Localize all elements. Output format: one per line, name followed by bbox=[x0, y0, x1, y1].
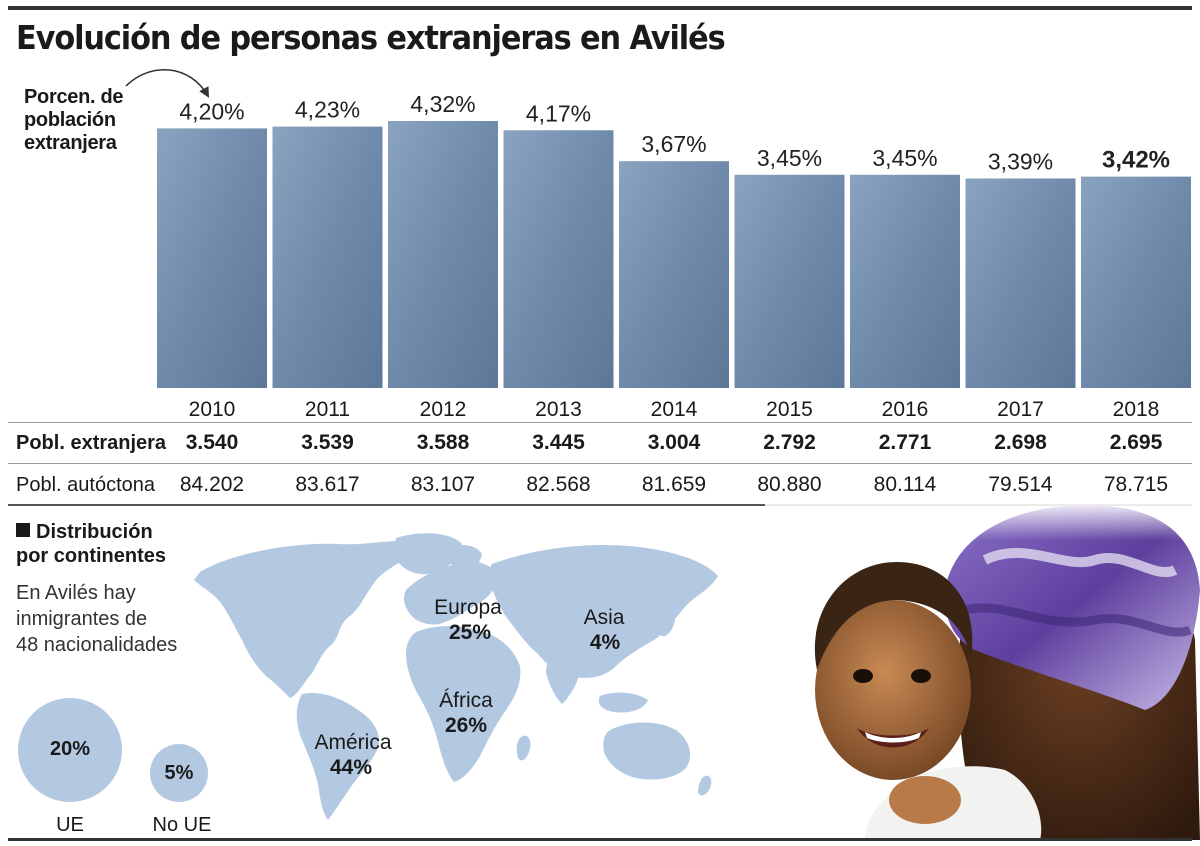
cell-foreign-pop: 2.698 bbox=[994, 431, 1047, 454]
table-rule-middle bbox=[8, 463, 1192, 464]
x-tick-label: 2015 bbox=[766, 398, 813, 421]
page-title: Evolución de personas extranjeras en Avi… bbox=[16, 18, 726, 57]
continent-label-europa: Europa bbox=[434, 596, 502, 619]
cell-foreign-pop: 3.588 bbox=[416, 431, 470, 454]
cell-foreign-pop: 2.771 bbox=[878, 431, 932, 454]
bar-value-label: 4,17% bbox=[526, 100, 591, 126]
bar-2011 bbox=[272, 126, 383, 388]
bar-value-label: 3,45% bbox=[872, 145, 937, 171]
cell-native-pop: 80.880 bbox=[757, 473, 822, 496]
x-tick-label: 2012 bbox=[420, 398, 467, 421]
bar-2016 bbox=[850, 174, 960, 388]
distribution-text: En Avilés hay inmigrantes de 48 nacional… bbox=[16, 582, 178, 656]
cell-foreign-pop: 2.792 bbox=[763, 431, 816, 454]
cell-native-pop: 79.514 bbox=[988, 473, 1053, 496]
ue-circle-label: UE bbox=[56, 814, 84, 836]
chart-ylabel: Porcen. de población extranjera bbox=[24, 86, 124, 154]
row-label-native: Pobl. autóctona bbox=[16, 474, 155, 496]
cell-native-pop: 82.568 bbox=[526, 473, 591, 496]
bar-2012 bbox=[388, 121, 498, 388]
no-ue-circle-label: No UE bbox=[152, 814, 212, 836]
top-rule bbox=[8, 6, 1192, 10]
bar-2013 bbox=[503, 130, 614, 389]
cell-foreign-pop: 3.004 bbox=[647, 431, 701, 454]
world-map-landmass bbox=[194, 533, 718, 820]
table-rule-top bbox=[8, 422, 1192, 423]
no-ue-circle bbox=[150, 744, 208, 802]
bar-value-label: 3,45% bbox=[757, 145, 822, 171]
bar-value-label: 4,23% bbox=[295, 97, 360, 123]
heading-square-icon bbox=[16, 523, 30, 537]
continent-label-america: América bbox=[314, 731, 391, 754]
distribution-heading: Distribución por continentes bbox=[16, 520, 166, 568]
x-tick-label: 2016 bbox=[882, 398, 929, 421]
x-tick-label: 2014 bbox=[651, 398, 698, 421]
cell-foreign-pop: 3.540 bbox=[185, 431, 239, 454]
cell-native-pop: 83.107 bbox=[410, 473, 476, 496]
x-tick-label: 2017 bbox=[997, 398, 1044, 421]
x-tick-label: 2013 bbox=[535, 398, 582, 421]
bar-value-label: 3,67% bbox=[641, 131, 706, 157]
continent-pct-america: 44% bbox=[330, 756, 372, 779]
section-divider bbox=[8, 504, 1192, 506]
cell-native-pop: 80.114 bbox=[873, 473, 937, 496]
bar-value-label: 3,39% bbox=[988, 148, 1053, 174]
bar-2017 bbox=[965, 178, 1076, 388]
pointer-arrow bbox=[125, 69, 210, 98]
bar-value-label: 4,32% bbox=[410, 91, 475, 117]
row-label-foreign: Pobl. extranjera bbox=[16, 432, 167, 454]
no-ue-circle-value: 5% bbox=[164, 762, 194, 784]
x-tick-label: 2011 bbox=[305, 398, 350, 421]
cell-native-pop: 81.659 bbox=[641, 473, 707, 496]
x-tick-label: 2018 bbox=[1113, 398, 1160, 421]
bar-chart: 4,20% 2010 4,23% 2011 4,32% 2012 4,17% 2013 3,67… bbox=[125, 69, 1191, 421]
distribution-heading-text: Distribución por continentes bbox=[16, 521, 167, 567]
continent-label-africa: África bbox=[439, 689, 493, 712]
continent-label-asia: Asia bbox=[584, 606, 625, 629]
cell-native-pop: 78.715 bbox=[1103, 473, 1169, 496]
cell-native-pop: 84.202 bbox=[179, 473, 245, 496]
bar-2018 bbox=[1081, 176, 1191, 388]
bar-2014 bbox=[619, 161, 729, 388]
bar-2010 bbox=[157, 128, 267, 388]
mother-child-photo bbox=[765, 500, 1200, 840]
world-map: Europa 25% Asia 4% África 26% América 44… bbox=[194, 533, 718, 820]
x-tick-label: 2010 bbox=[189, 398, 236, 421]
bar-2015 bbox=[734, 174, 845, 388]
bar-value-label: 4,20% bbox=[179, 98, 244, 124]
ue-circle-value: 20% bbox=[49, 738, 91, 760]
cell-foreign-pop: 2.695 bbox=[1109, 431, 1163, 454]
continent-pct-asia: 4% bbox=[590, 631, 621, 654]
cell-foreign-pop: 3.539 bbox=[301, 431, 354, 454]
continent-pct-africa: 26% bbox=[445, 714, 487, 737]
cell-native-pop: 83.617 bbox=[295, 473, 360, 496]
ue-circle bbox=[18, 698, 122, 802]
continent-pct-europa: 25% bbox=[449, 621, 491, 644]
bottom-rule bbox=[8, 838, 1192, 841]
cell-foreign-pop: 3.445 bbox=[532, 431, 585, 454]
bar-value-label: 3,42% bbox=[1102, 147, 1170, 174]
